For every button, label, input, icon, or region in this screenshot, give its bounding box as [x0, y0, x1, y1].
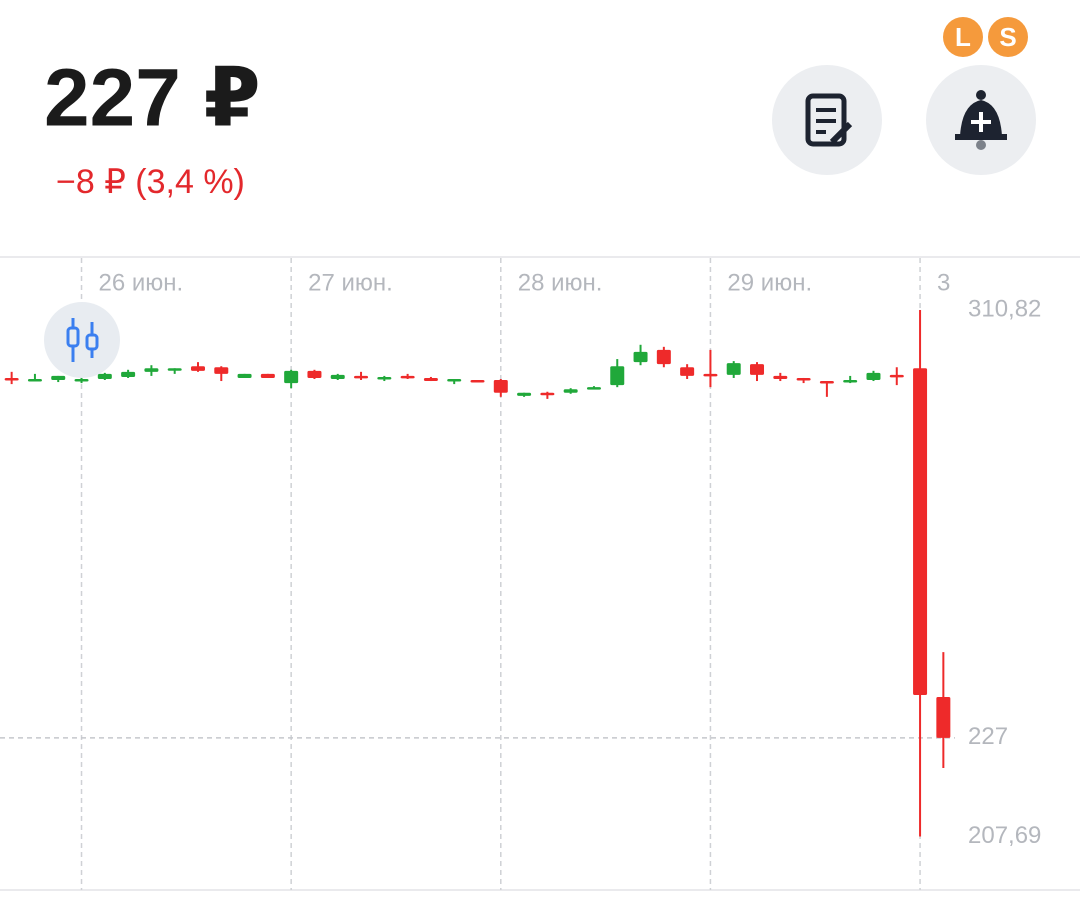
- candle-body: [470, 380, 485, 383]
- candle-body: [307, 370, 322, 378]
- x-tick-label: 29 июн.: [727, 269, 812, 296]
- x-tick-label: 27 июн.: [308, 269, 393, 296]
- candle-body: [27, 378, 42, 382]
- candle-body: [936, 697, 951, 738]
- candle-body: [260, 373, 275, 378]
- candle-body: [866, 372, 881, 381]
- candle-body: [750, 364, 765, 375]
- candle-body: [330, 374, 345, 379]
- candle-body: [4, 377, 19, 381]
- candle-body: [563, 389, 578, 393]
- candle-body: [423, 377, 438, 382]
- x-tick-label: 3: [937, 269, 950, 296]
- candle-body: [377, 376, 392, 380]
- chart: 26 июн. 27 июн. 28 июн. 29 июн. 3 310,82 227 20…: [0, 258, 1041, 890]
- candle-body: [493, 380, 508, 393]
- badge: S: [988, 17, 1028, 57]
- candle-body: [214, 367, 229, 374]
- candle-body: [354, 375, 369, 379]
- candle-body: [167, 368, 182, 371]
- candle-body: [447, 378, 462, 382]
- x-tick-label: 28 июн.: [518, 269, 603, 296]
- candle-body: [144, 368, 159, 372]
- candle-body: [610, 366, 625, 386]
- candle-body: [680, 367, 695, 376]
- candle-body: [190, 366, 205, 371]
- notes-button[interactable]: [772, 65, 882, 175]
- candle-body: [633, 351, 648, 363]
- candle-body: [121, 371, 136, 377]
- candle-body: [796, 377, 811, 381]
- candle-body: [586, 387, 601, 390]
- candle-body: [74, 378, 89, 382]
- x-tick-label: 26 июн.: [99, 269, 184, 296]
- candle-body: [913, 368, 928, 695]
- candle-body: [656, 349, 671, 365]
- candle-body: [97, 373, 112, 379]
- candle-body: [400, 375, 415, 379]
- y-tick-label: 310,82: [968, 295, 1041, 322]
- candle-body: [773, 375, 788, 379]
- badge-label: S: [999, 22, 1016, 52]
- alert-button[interactable]: [926, 65, 1036, 175]
- candle-body: [889, 374, 904, 378]
- y-tick-label: 227: [968, 723, 1008, 750]
- candle-body: [819, 381, 834, 384]
- y-tick-label: 207,69: [968, 822, 1041, 849]
- chart-type-button[interactable]: [44, 302, 120, 378]
- candle-body: [51, 375, 66, 381]
- badge-label: L: [955, 22, 971, 52]
- candle-body: [540, 392, 555, 396]
- candle-body: [517, 392, 532, 396]
- candle-body: [284, 370, 299, 384]
- price: 227 ₽: [44, 53, 261, 144]
- badge: L: [943, 17, 983, 57]
- candle-body: [726, 363, 741, 375]
- candle-body: [843, 380, 858, 383]
- candle-body: [237, 373, 252, 378]
- price-change: −8 ₽ (3,4 %): [56, 163, 245, 201]
- candle-body: [703, 373, 718, 377]
